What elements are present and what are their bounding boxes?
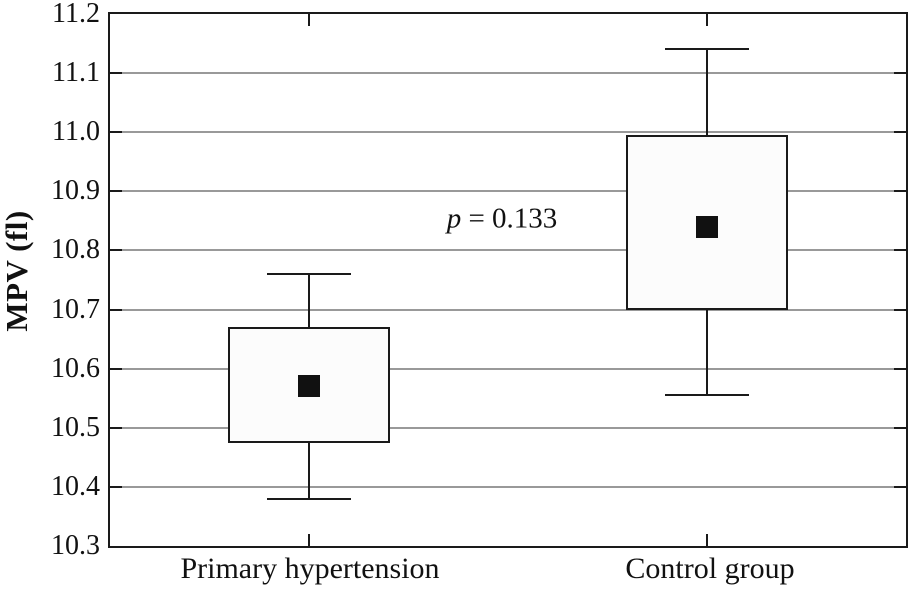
gridline: [110, 426, 906, 429]
gridline: [110, 131, 906, 134]
x-tick-mark-top: [308, 14, 310, 26]
boxplot-box: [626, 135, 788, 310]
y-tick-mark-left: [110, 72, 122, 75]
y-tick-mark-left: [110, 367, 122, 370]
upper-whisker-line: [308, 274, 310, 328]
p-symbol: p: [446, 202, 462, 235]
mean-marker: [298, 375, 320, 398]
lower-whisker-cap: [267, 497, 351, 500]
y-tick-label: 10.4: [51, 470, 100, 502]
lower-whisker-line: [706, 309, 708, 396]
x-tick-mark-bottom: [308, 534, 310, 546]
x-category-label-control-group: Control group: [625, 552, 795, 585]
gridline: [110, 485, 906, 488]
y-tick-mark-right: [894, 131, 906, 134]
upper-whisker-cap: [267, 273, 351, 276]
x-category-label-primary-hypertension: Primary hypertension: [180, 552, 440, 585]
y-tick-label: 10.9: [51, 175, 100, 207]
lower-whisker-cap: [665, 394, 749, 397]
gridline: [110, 367, 906, 370]
gridline: [110, 72, 906, 75]
p-value-text: = 0.133: [461, 202, 558, 235]
y-tick-label: 10.5: [51, 411, 100, 443]
y-tick-mark-right: [894, 485, 906, 488]
y-tick-mark-left: [110, 308, 122, 311]
y-tick-mark-left: [110, 485, 122, 488]
y-tick-mark-right: [894, 249, 906, 252]
upper-whisker-line: [706, 49, 708, 136]
x-tick-mark-bottom: [706, 534, 708, 546]
y-tick-mark-left: [110, 131, 122, 134]
y-tick-label: 11.0: [52, 116, 100, 148]
y-axis-tick-labels: 10.3 10.4 10.5 10.6 10.7 10.8 10.9 11.0 11.1 11.2: [0, 0, 100, 561]
gridline: [110, 190, 906, 193]
lower-whisker-line: [308, 442, 310, 499]
y-tick-mark-left: [110, 190, 122, 193]
y-tick-label: 11.1: [52, 57, 100, 89]
plot-area: p = 0.133: [108, 12, 908, 548]
y-tick-label: 10.3: [51, 530, 100, 561]
y-tick-mark-right: [894, 308, 906, 311]
y-tick-mark-right: [894, 367, 906, 370]
y-tick-mark-right: [894, 190, 906, 193]
y-tick-label: 10.7: [51, 293, 100, 325]
gridline: [110, 308, 906, 311]
upper-whisker-cap: [665, 48, 749, 51]
y-tick-label: 10.6: [51, 352, 100, 384]
p-value-annotation: p = 0.133: [447, 203, 558, 236]
gridline: [110, 249, 906, 252]
y-tick-label: 11.2: [52, 0, 100, 29]
y-tick-mark-right: [894, 426, 906, 429]
y-tick-mark-left: [110, 426, 122, 429]
y-tick-mark-left: [110, 249, 122, 252]
y-tick-mark-right: [894, 72, 906, 75]
x-tick-mark-top: [706, 14, 708, 26]
y-tick-label: 10.8: [51, 234, 100, 266]
mean-marker: [696, 215, 718, 238]
